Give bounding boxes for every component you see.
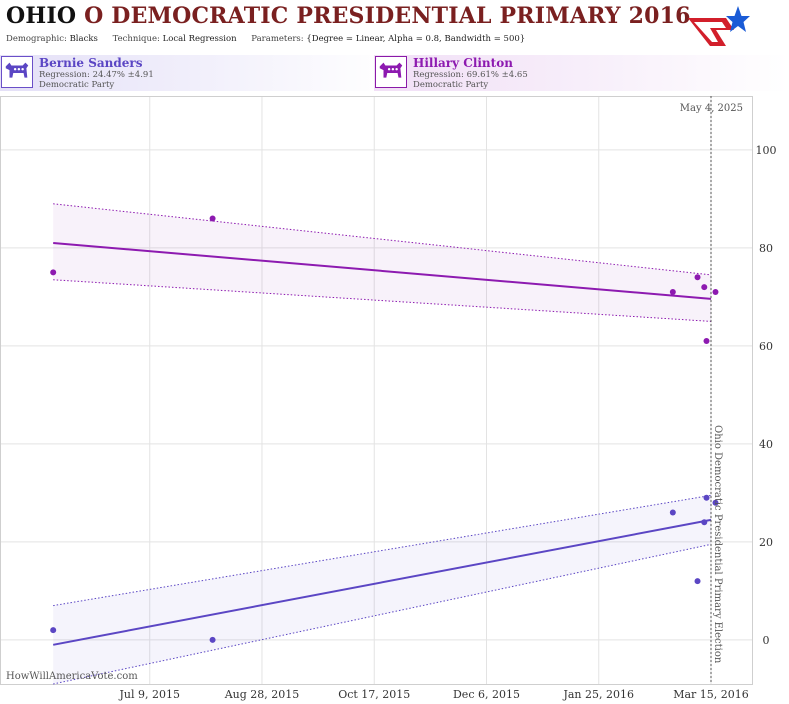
x-tick-label: Aug 28, 2015	[224, 688, 300, 701]
technique-label: Technique:	[112, 34, 160, 44]
y-tick-label: 20	[759, 536, 773, 549]
y-tick-label: 0	[763, 634, 770, 647]
star-flag-logo-icon	[688, 6, 750, 46]
candidate-card-clinton: Hillary Clinton Regression: 69.61% ±4.65…	[374, 55, 789, 91]
poll-point-hillary-clinton	[50, 269, 57, 276]
poll-point-hillary-clinton	[694, 274, 701, 281]
poll-point-hillary-clinton	[669, 289, 676, 295]
lower-bound-hillary-clinton	[53, 279, 712, 322]
confidence-band-hillary-clinton	[53, 203, 711, 322]
donkey-icon	[1, 56, 33, 88]
candidate-card-sanders: Bernie Sanders Regression: 24.47% ±4.91 …	[0, 55, 390, 91]
x-axis-ticks: Jul 9, 2015 Aug 28, 2015 Oct 17, 2015 Dec 6…	[118, 688, 748, 701]
regression-line-hillary-clinton	[53, 242, 712, 300]
today-date-label: May 4, 2025	[680, 103, 743, 114]
poll-point-bernie-sanders	[209, 636, 216, 643]
poll-point-hillary-clinton	[701, 284, 708, 291]
x-tick-label: Oct 17, 2015	[338, 688, 410, 701]
chart-header: OHIO O DEMOCRATIC PRESIDENTIAL PRIMARY 2…	[0, 0, 789, 50]
y-tick-label: 60	[759, 340, 773, 353]
grid-lines	[0, 96, 752, 684]
y-tick-label: 100	[756, 144, 777, 157]
demographic-value: Blacks	[69, 34, 98, 44]
parameters-line: Demographic: Blacks Technique: Local Reg…	[6, 34, 525, 44]
y-tick-label: 80	[759, 242, 773, 255]
confidence-band-bernie-sanders	[53, 495, 711, 684]
candidate-name: Bernie Sanders	[39, 56, 143, 70]
candidate-name: Hillary Clinton	[413, 56, 513, 70]
donkey-icon	[375, 56, 407, 88]
title-text: O DEMOCRATIC PRESIDENTIAL PRIMARY 2016	[84, 3, 691, 29]
parameters-value: {Degree = Linear, Alpha = 0.8, Bandwidth…	[306, 34, 526, 44]
regression-lines	[52, 242, 712, 646]
poll-point-bernie-sanders	[669, 509, 676, 516]
poll-point-hillary-clinton	[712, 289, 719, 295]
plot-frame	[0, 96, 753, 685]
poll-point-bernie-sanders	[703, 494, 710, 501]
election-label: Ohio Democratic Presidential Primary Ele…	[712, 425, 723, 664]
poll-point-hillary-clinton	[209, 215, 216, 222]
x-tick-label: Mar 15, 2016	[673, 688, 749, 701]
poll-point-hillary-clinton	[703, 338, 710, 344]
y-axis-ticks: 0 20 40 60 80 100	[756, 144, 777, 647]
upper-bound-bernie-sanders	[53, 494, 712, 607]
watermark: HowWillAmericaVote.com	[6, 671, 138, 682]
demographic-label: Demographic:	[6, 34, 67, 44]
poll-point-bernie-sanders	[701, 519, 708, 526]
regression-line-bernie-sanders	[52, 518, 712, 646]
candidate-regression: Regression: 69.61% ±4.65	[413, 70, 528, 80]
lower-bound-bernie-sanders	[53, 543, 712, 685]
parameters-label: Parameters:	[251, 34, 304, 44]
poll-point-bernie-sanders	[694, 578, 701, 585]
x-tick-label: Jul 9, 2015	[118, 688, 180, 701]
poll-point-bernie-sanders	[50, 627, 57, 634]
candidate-party: Democratic Party	[413, 80, 489, 90]
candidate-regression: Regression: 24.47% ±4.91	[39, 70, 154, 80]
title-state: OHIO	[6, 3, 77, 29]
confidence-bands	[53, 203, 712, 685]
candidate-party: Democratic Party	[39, 80, 115, 90]
poll-points	[50, 215, 719, 643]
technique-value: Local Regression	[162, 34, 237, 44]
election-marker: Ohio Democratic Presidential Primary Ele…	[710, 96, 723, 684]
x-tick-label: Dec 6, 2015	[453, 688, 520, 701]
x-tick-label: Jan 25, 2016	[562, 688, 634, 701]
chart-title: OHIO O DEMOCRATIC PRESIDENTIAL PRIMARY 2…	[6, 3, 691, 29]
y-tick-label: 40	[759, 438, 773, 451]
poll-point-bernie-sanders	[712, 499, 719, 506]
